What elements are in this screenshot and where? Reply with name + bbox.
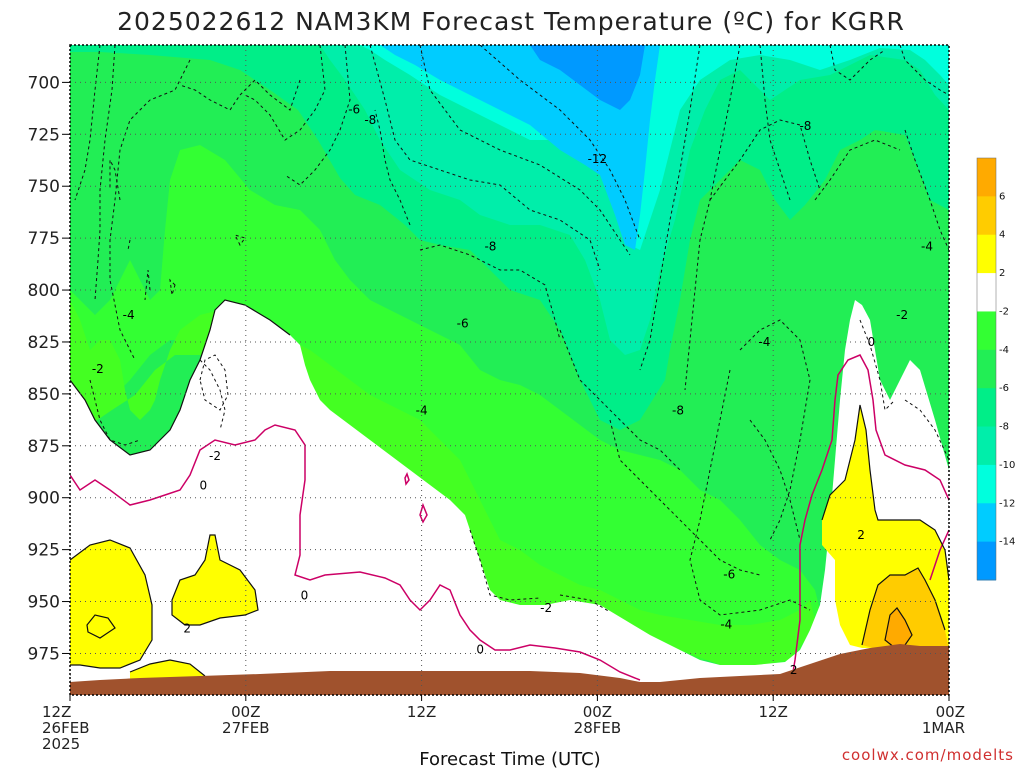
x-tick-label: 00Z [231, 703, 260, 721]
band-minus8 [70, 45, 949, 430]
band-plus2-b [172, 535, 258, 625]
colorbar-tick-label: 6 [999, 191, 1005, 202]
contour-label: -8 [672, 403, 684, 417]
y-tick-label: 925 [28, 541, 60, 561]
contour-label: -8 [799, 119, 811, 133]
contour-label: -2 [92, 362, 104, 376]
colorbar-tick-label: 2 [999, 268, 1005, 279]
colorbar-swatch [977, 541, 996, 581]
colorbar-swatch [977, 464, 996, 504]
contour-label: -8 [364, 113, 376, 127]
terrain [70, 644, 949, 695]
contour-label: 0 [301, 588, 309, 602]
y-tick-label: 750 [28, 177, 60, 197]
band-plus4 [862, 568, 949, 655]
colorbar-tick-label: -12 [999, 498, 1015, 509]
contour-label: 2 [857, 528, 865, 542]
contour-label: -6 [348, 102, 360, 116]
x-tick-label: 00Z [936, 703, 965, 721]
contour-label: -12 [588, 152, 608, 166]
colorbar-swatch [977, 426, 996, 466]
contour-labels: -6 -8 -12 -8 -8 -4 -4 -6 -4 0 -2 -2 -4 -8 -2 0 -6 2 0 -2 -4 2… [92, 102, 933, 677]
y-tick-label: 950 [28, 593, 60, 613]
colorbar-tick-label: -14 [999, 537, 1015, 548]
y-tick-label: 725 [28, 125, 60, 145]
warm-contours [70, 299, 949, 677]
colorbar-swatch [977, 158, 996, 197]
chart-title: 2025022612 NAM3KM Forecast Temperature (… [117, 7, 905, 36]
y-tick-label: 825 [28, 333, 60, 353]
colorbar-swatch [977, 196, 996, 236]
contour-label: -4 [416, 403, 428, 417]
credit-link[interactable]: coolwx.com/modelts [842, 746, 1014, 764]
contour-label: -4 [720, 617, 732, 631]
contour-label: -2 [896, 308, 908, 322]
colorbar-swatch [977, 388, 996, 428]
contour-label: -8 [484, 239, 496, 253]
band-minus4 [70, 145, 820, 670]
contour-label: -2 [540, 601, 552, 615]
colorbar-swatch [977, 234, 996, 274]
contour-label: -6 [457, 316, 469, 330]
contour-label: 0 [868, 335, 876, 349]
x-tick-label: 12Z [407, 703, 436, 721]
x-tick-label: 12Z [42, 703, 71, 721]
y-axis: 700 725 750 775 800 825 850 875 900 925 950 975 [28, 73, 70, 664]
x-tick-label: 00Z [583, 703, 612, 721]
grid [70, 45, 949, 695]
colorbar-swatch [977, 311, 996, 351]
y-tick-label: 975 [28, 644, 60, 664]
colorbar-tick-label: -8 [999, 422, 1009, 433]
contour-label: -4 [758, 335, 770, 349]
band-plus6 [885, 608, 912, 648]
band-minus16 [530, 45, 645, 110]
colorbar-swatch [977, 503, 996, 543]
y-tick-label: 775 [28, 229, 60, 249]
colorbar-frame [976, 157, 997, 581]
colorbar-tick-label: 4 [999, 230, 1005, 241]
band-minus2 [70, 300, 815, 665]
colorbar-tick-label: -10 [999, 460, 1015, 471]
y-tick-label: 850 [28, 385, 60, 405]
contour-label: -4 [921, 239, 933, 253]
contour-label: 0 [476, 642, 484, 656]
colorbar-tick-label: -4 [999, 345, 1009, 356]
temperature-field [70, 45, 949, 695]
contour-label: 2 [183, 622, 191, 636]
x-tick-label: 26FEB [42, 719, 89, 737]
band-zero [70, 300, 949, 695]
x-tick-label: 28FEB [574, 719, 621, 737]
contour-label: -6 [723, 568, 735, 582]
x-tick-label: 27FEB [222, 719, 269, 737]
band-plus2-a [70, 540, 152, 668]
plot-frame [69, 44, 950, 696]
colorbar-tick-label: -6 [999, 383, 1009, 394]
x-tick-label: 2025 [42, 735, 80, 753]
x-tick-label: 12Z [759, 703, 788, 721]
colorbar: 6 4 2 -2 -4 -6 -8 -10 -12 -14 [976, 157, 1015, 581]
x-tick-label: 1MAR [922, 719, 965, 737]
y-tick-label: 900 [28, 489, 60, 509]
contour-label: -4 [123, 308, 135, 322]
colorbar-tick-label: -2 [999, 306, 1009, 317]
band-minus14 [380, 45, 660, 250]
contour-label: -2 [209, 449, 221, 463]
y-tick-label: 800 [28, 281, 60, 301]
colorbar-swatch [977, 273, 996, 312]
contour-label: 2 [790, 663, 798, 677]
dashed-contours [74, 45, 949, 616]
colorbar-swatch [977, 349, 996, 389]
y-tick-label: 700 [28, 73, 60, 93]
x-axis-label: Forecast Time (UTC) [419, 749, 600, 768]
contour-label: 0 [199, 478, 207, 492]
y-tick-label: 875 [28, 437, 60, 457]
